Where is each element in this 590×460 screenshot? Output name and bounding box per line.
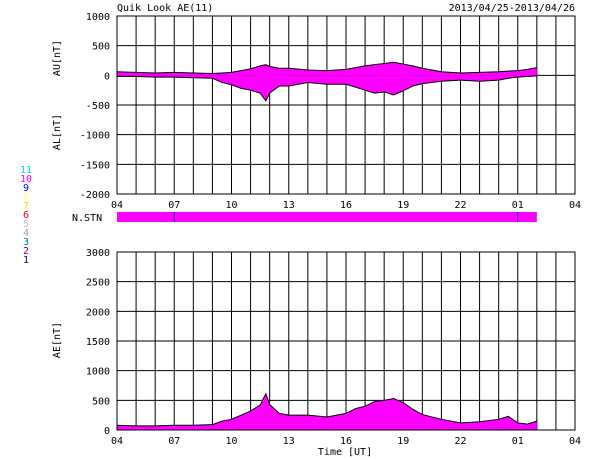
date-range: 2013/04/25-2013/04/26 (449, 3, 575, 14)
nstn-bar (117, 212, 537, 222)
series-line-0 (116, 392, 537, 427)
y-tick-label: 500 (92, 42, 110, 53)
y-tick-label: -1000 (80, 131, 110, 142)
y-tick-label: 2500 (86, 278, 110, 289)
station-legend-item: 3 (23, 237, 29, 248)
x-tick-label: 16 (340, 200, 352, 211)
series-area-1 (117, 75, 537, 101)
series-line-1 (117, 75, 537, 102)
y-tick-label: 1000 (86, 367, 110, 378)
x-tick-label: 22 (454, 436, 466, 447)
nstn-label: N.STN (72, 213, 102, 224)
ae-axis-label: AE[nT] (52, 322, 63, 358)
x-tick-label: 19 (397, 200, 409, 211)
station-legend-item: 11 (20, 165, 32, 176)
y-tick-label: -2000 (80, 190, 110, 201)
x-tick-label: 19 (397, 436, 409, 447)
station-legend-item: 10 (20, 174, 32, 185)
y-tick-label: -1500 (80, 160, 110, 171)
x-tick-label: 04 (569, 200, 581, 211)
y-tick-label: 500 (92, 396, 110, 407)
station-legend-item: 1 (23, 255, 29, 266)
station-legend-item: 2 (23, 246, 29, 257)
station-legend-item: 6 (23, 210, 29, 221)
x-tick-label: 04 (111, 436, 123, 447)
x-tick-label: 13 (283, 200, 295, 211)
x-tick-label: 07 (168, 436, 180, 447)
time-axis-label: Time [UT] (318, 447, 372, 458)
x-tick-label: 22 (454, 200, 466, 211)
y-tick-label: 0 (104, 426, 110, 437)
x-tick-label: 07 (168, 200, 180, 211)
al-axis-label: AL[nT] (52, 114, 63, 150)
y-tick-label: 1000 (86, 12, 110, 23)
x-tick-label: 16 (340, 436, 352, 447)
y-tick-label: 2000 (86, 307, 110, 318)
station-legend-item: 8 (23, 192, 29, 203)
y-tick-label: 3000 (86, 248, 110, 259)
x-tick-label: 13 (283, 436, 295, 447)
x-tick-label: 04 (569, 436, 581, 447)
station-legend-item: 7 (23, 201, 29, 212)
chart-title: Quik Look AE(11) (117, 3, 213, 14)
plot-frame (116, 15, 576, 195)
plot-frame (116, 251, 576, 431)
x-tick-label: 01 (512, 200, 524, 211)
nstn-span (117, 212, 537, 222)
station-legend-item: 4 (23, 228, 29, 239)
station-legend-item: 9 (23, 183, 29, 194)
x-tick-label: 10 (225, 200, 237, 211)
series-area-0 (117, 393, 537, 430)
x-tick-label: 10 (225, 436, 237, 447)
y-tick-label: 1500 (86, 337, 110, 348)
y-tick-label: 0 (104, 71, 110, 82)
series-area-0 (117, 62, 537, 76)
x-tick-label: 01 (512, 436, 524, 447)
y-tick-label: -500 (86, 101, 110, 112)
au-axis-label: AU[nT] (52, 40, 63, 76)
series-line-0 (116, 61, 537, 75)
x-tick-label: 04 (111, 200, 123, 211)
station-legend-item: 5 (23, 219, 29, 230)
